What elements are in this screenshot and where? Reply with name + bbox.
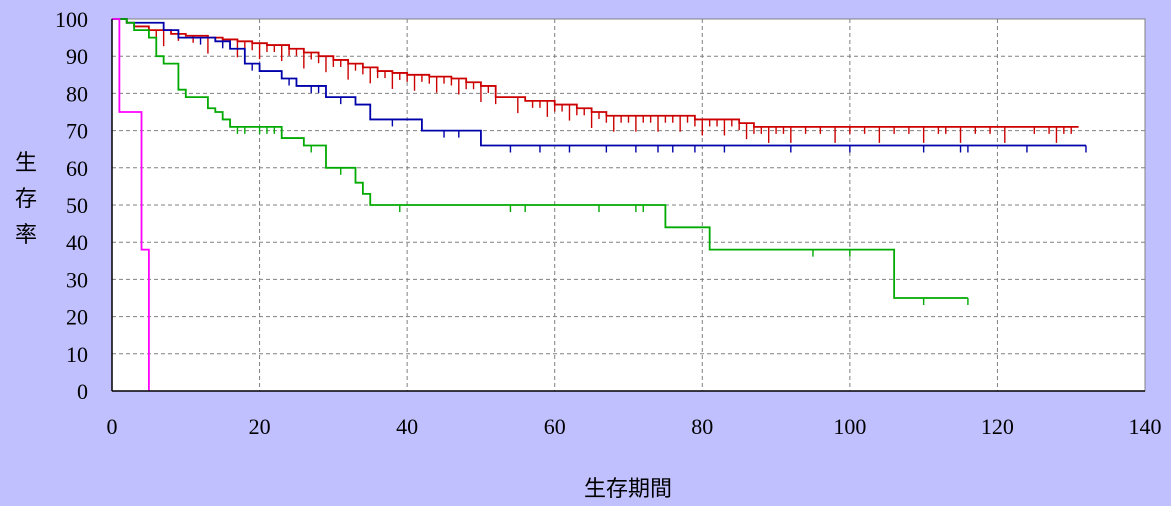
y-axis-title: 生存率 bbox=[15, 151, 37, 248]
x-axis-title: 生存期間 bbox=[584, 477, 672, 502]
series-line-3 bbox=[112, 18, 150, 391]
y-tick-label: 30 bbox=[66, 267, 88, 292]
series-line-2 bbox=[112, 18, 968, 299]
y-axis-title-char: 生 bbox=[15, 151, 37, 176]
y-axis-title-char: 存 bbox=[15, 187, 37, 212]
x-tick-label: 0 bbox=[107, 414, 118, 439]
y-tick-label: 100 bbox=[55, 7, 88, 32]
y-tick-label: 70 bbox=[66, 119, 88, 144]
x-tick-label: 20 bbox=[249, 414, 271, 439]
series-line-1 bbox=[112, 18, 1086, 147]
x-tick-label: 40 bbox=[396, 414, 418, 439]
y-tick-label: 0 bbox=[77, 379, 88, 404]
series-layer bbox=[112, 18, 1087, 391]
x-tick-label: 60 bbox=[544, 414, 566, 439]
y-tick-label: 40 bbox=[66, 230, 88, 255]
y-tick-label: 90 bbox=[66, 44, 88, 69]
y-tick-label: 20 bbox=[66, 305, 88, 330]
x-tick-label: 80 bbox=[691, 414, 713, 439]
x-tick-label: 140 bbox=[1129, 414, 1162, 439]
y-tick-label: 50 bbox=[66, 193, 88, 218]
y-tick-label: 10 bbox=[66, 342, 88, 367]
x-tick-label: 100 bbox=[833, 414, 866, 439]
y-tick-label: 80 bbox=[66, 81, 88, 106]
y-tick-labels: 0 10 20 30 40 50 60 70 80 90 100 bbox=[55, 7, 88, 404]
y-axis-title-char: 率 bbox=[15, 223, 37, 248]
x-tick-labels: 0 20 40 60 80 100 120 140 bbox=[107, 414, 1162, 439]
y-tick-label: 60 bbox=[66, 156, 88, 181]
x-tick-label: 120 bbox=[981, 414, 1014, 439]
